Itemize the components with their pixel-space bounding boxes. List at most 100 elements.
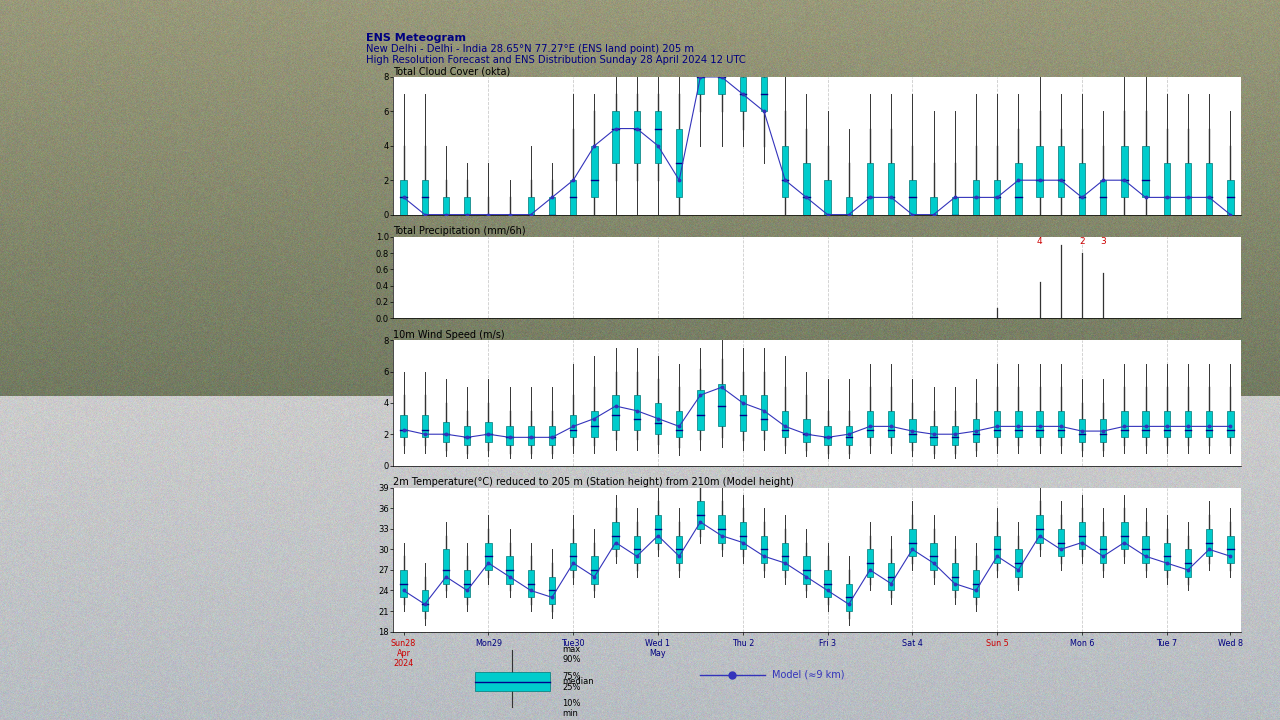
Bar (1015, 549, 1021, 577)
Bar (591, 410, 598, 437)
Text: max: max (562, 645, 581, 654)
Text: min: min (562, 709, 579, 718)
Text: 90%: 90% (562, 655, 581, 664)
Bar (443, 197, 449, 215)
Text: 3: 3 (1101, 237, 1106, 246)
Bar (888, 163, 895, 215)
Bar (401, 570, 407, 598)
Text: 10m Wind Speed (m/s): 10m Wind Speed (m/s) (393, 330, 504, 340)
Text: ENS Meteogram: ENS Meteogram (366, 33, 466, 43)
Bar (421, 590, 428, 611)
Bar (909, 418, 915, 442)
Bar (1079, 163, 1085, 215)
Bar (909, 528, 915, 557)
Bar (676, 129, 682, 197)
Bar (549, 426, 556, 445)
Bar (973, 418, 979, 442)
Bar (740, 77, 746, 112)
Bar (1079, 522, 1085, 549)
Bar (1142, 145, 1148, 197)
Bar (1142, 410, 1148, 437)
Bar (824, 180, 831, 215)
Bar (740, 522, 746, 549)
Bar (1079, 418, 1085, 442)
Bar (931, 426, 937, 445)
Bar (1057, 528, 1064, 557)
Bar (676, 536, 682, 563)
Bar (507, 557, 513, 584)
Text: New Delhi - Delhi - India 28.65°N 77.27°E (ENS land point) 205 m: New Delhi - Delhi - India 28.65°N 77.27°… (366, 45, 694, 54)
Bar (1185, 410, 1192, 437)
Bar (507, 426, 513, 445)
Bar (1185, 549, 1192, 577)
Bar (1185, 163, 1192, 215)
Bar (465, 426, 470, 445)
Text: 25%: 25% (562, 683, 581, 691)
Text: Total Cloud Cover (okta): Total Cloud Cover (okta) (393, 66, 511, 76)
Bar (1100, 180, 1106, 215)
Bar (485, 543, 492, 570)
Bar (760, 536, 767, 563)
Bar (698, 390, 704, 430)
Bar (443, 549, 449, 584)
Bar (485, 422, 492, 442)
Text: 10%: 10% (562, 699, 581, 708)
Bar (634, 536, 640, 563)
Bar (740, 395, 746, 431)
Bar (401, 180, 407, 215)
Bar (1057, 145, 1064, 197)
Bar (951, 426, 957, 445)
Text: Model (≈9 km): Model (≈9 km) (772, 670, 845, 680)
Bar (867, 410, 873, 437)
Bar (655, 403, 662, 434)
Bar (1015, 163, 1021, 215)
Bar (718, 384, 724, 426)
Bar (1037, 515, 1043, 543)
Bar (527, 426, 534, 445)
Bar (1037, 410, 1043, 437)
Text: 2m Temperature(°C) reduced to 205 m (Station height) from 210m (Model height): 2m Temperature(°C) reduced to 205 m (Sta… (393, 477, 794, 487)
Bar (549, 577, 556, 604)
Bar (612, 112, 618, 163)
Text: Total Precipitation (mm/6h): Total Precipitation (mm/6h) (393, 226, 526, 236)
Bar (591, 557, 598, 584)
Bar (527, 570, 534, 598)
Bar (995, 536, 1001, 563)
Bar (888, 410, 895, 437)
Bar (1121, 522, 1128, 549)
Bar (591, 145, 598, 197)
Bar (634, 395, 640, 430)
Bar (718, 515, 724, 543)
Bar (804, 557, 809, 584)
Bar (973, 180, 979, 215)
Bar (1100, 536, 1106, 563)
Bar (655, 112, 662, 163)
Bar (782, 410, 788, 437)
Bar (804, 163, 809, 215)
Bar (655, 515, 662, 543)
Bar (634, 112, 640, 163)
Bar (1121, 410, 1128, 437)
Bar (824, 426, 831, 445)
Bar (570, 415, 576, 437)
Bar (782, 145, 788, 197)
Bar (443, 422, 449, 442)
Bar (1100, 418, 1106, 442)
Bar (1015, 410, 1021, 437)
Bar (824, 570, 831, 598)
Text: 4: 4 (1037, 237, 1042, 246)
Bar (1206, 528, 1212, 557)
Bar (698, 501, 704, 528)
Bar (1057, 410, 1064, 437)
Bar (888, 563, 895, 590)
Bar (1037, 145, 1043, 197)
Bar (846, 426, 852, 445)
Text: 2: 2 (1079, 237, 1084, 246)
Bar (951, 563, 957, 590)
Bar (421, 415, 428, 437)
Bar (1164, 410, 1170, 437)
Bar (612, 395, 618, 430)
Bar (421, 180, 428, 215)
Bar (951, 197, 957, 215)
Bar (782, 543, 788, 570)
